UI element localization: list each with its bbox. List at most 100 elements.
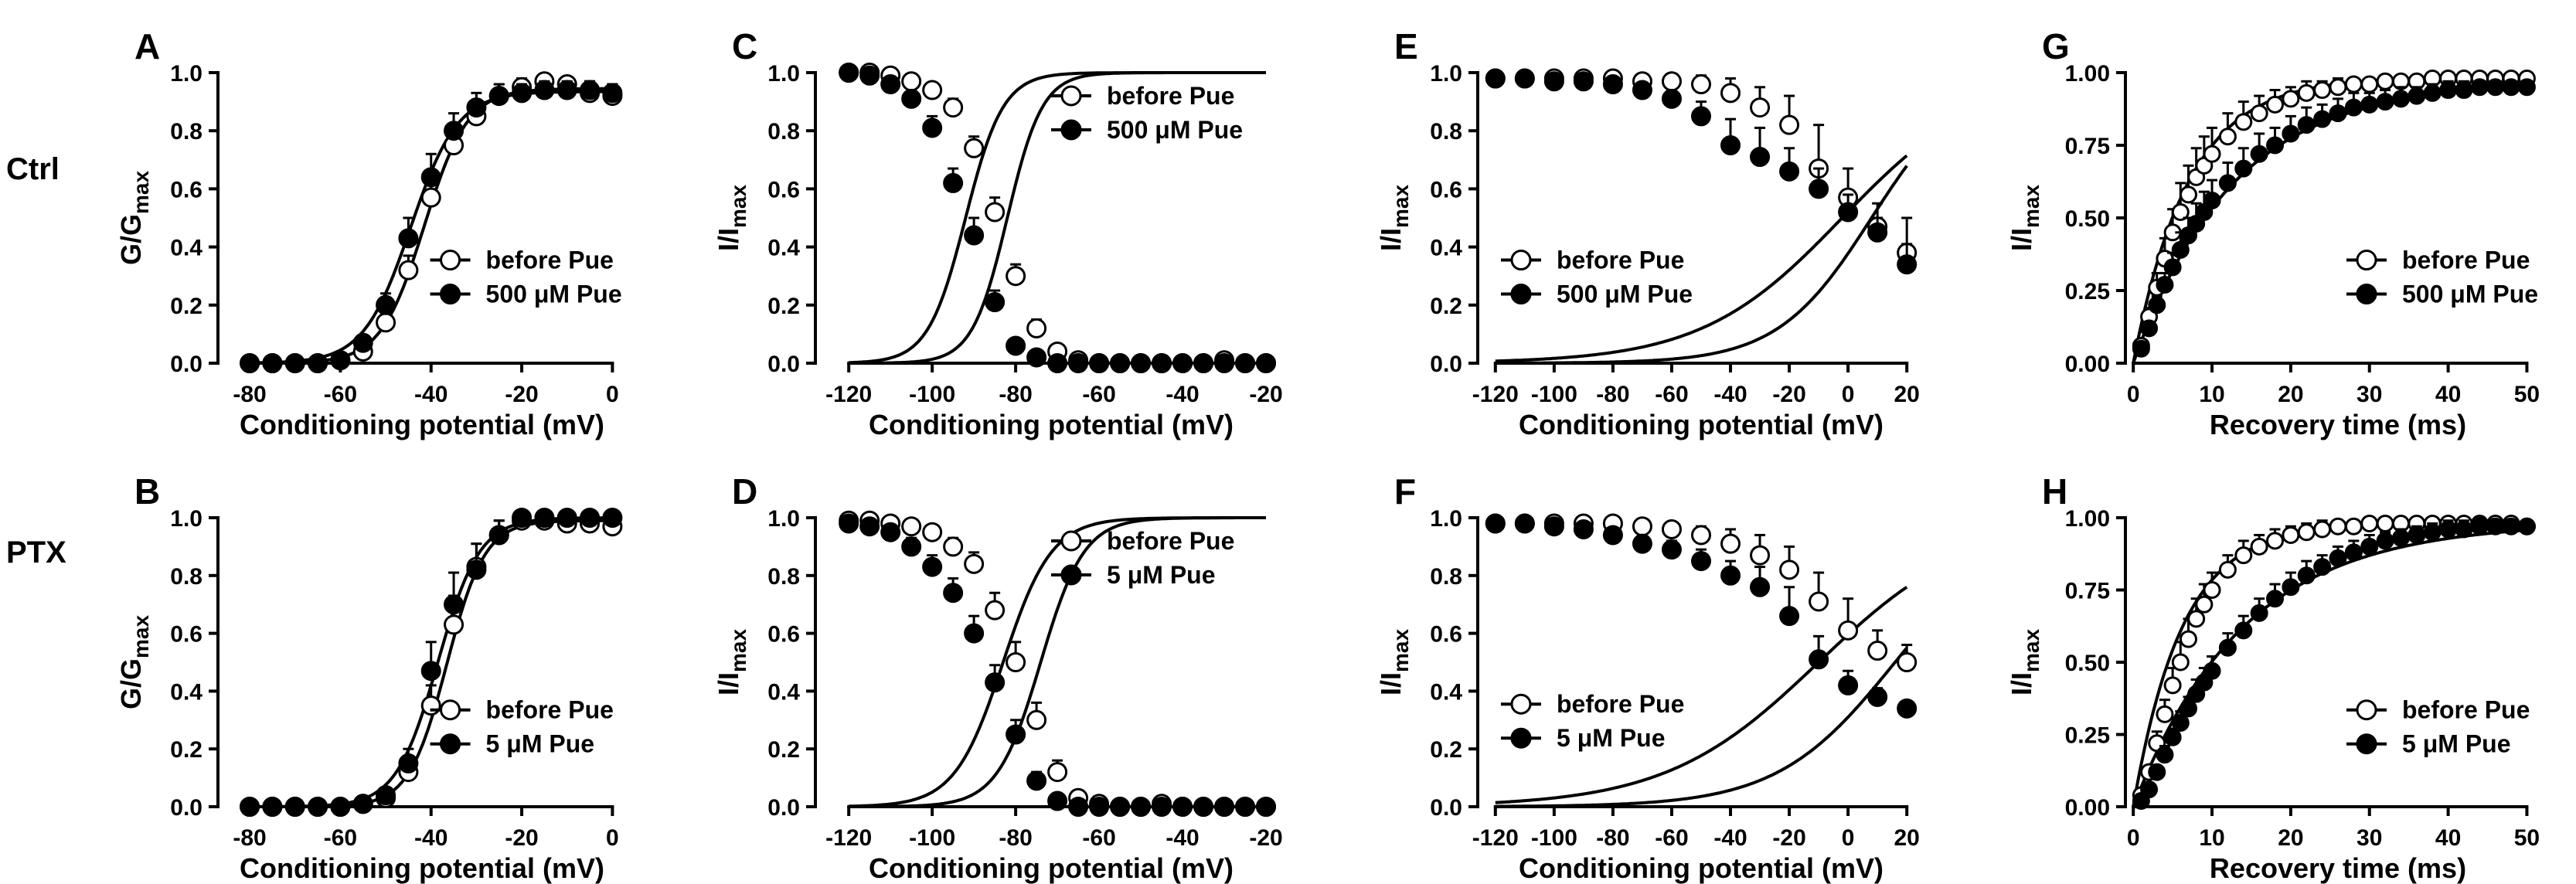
y-tick-label: 0.2 — [1430, 737, 1462, 763]
y-tick-label: 0.8 — [170, 119, 202, 144]
legend-label: before Pue — [486, 246, 614, 274]
data-point — [1779, 114, 1800, 135]
panel-b: B -80 -60 -40 -20 0 0.0 0.2 0.4 0.6 0.8 1.0 Conditio… — [115, 471, 623, 884]
data-point — [2179, 630, 2197, 648]
data-point — [2140, 319, 2159, 338]
data-point — [1897, 652, 1918, 672]
y-axis-label-sub: max — [2020, 185, 2043, 228]
y-axis-label: G/Gmax — [115, 615, 153, 709]
y-tick-label: 0.6 — [170, 177, 202, 202]
x-tick-label: -80 — [1596, 825, 1629, 851]
data-point — [602, 508, 623, 528]
fit-curve-pue — [1495, 154, 1908, 363]
x-tick-label: -20 — [1772, 382, 1805, 407]
legend-marker-filled — [440, 284, 461, 305]
x-axis-label: Conditioning potential (mV) — [1519, 409, 1884, 440]
data-point — [901, 516, 922, 537]
data-point — [240, 353, 260, 373]
data-point — [2313, 81, 2332, 100]
legend-marker-open — [1510, 250, 1532, 271]
data-point — [398, 753, 419, 774]
data-point — [1809, 178, 1829, 199]
x-tick-label: -120 — [825, 825, 872, 851]
panel-c: C -120 -100 -80 -60 -40 -20 0.0 0.2 0.4 0.6 0.8 1.0 C… — [713, 26, 1283, 440]
y-axis-label-sub: max — [727, 185, 750, 228]
data-point — [556, 508, 577, 528]
x-tick-label: -60 — [324, 825, 357, 851]
data-point — [1193, 353, 1214, 373]
x-tick-label: -40 — [1165, 382, 1199, 407]
panel-letter-b: B — [134, 471, 160, 512]
legend-label: 500 μM Pue — [2402, 280, 2538, 308]
data-point — [2360, 514, 2379, 532]
data-point — [2282, 578, 2300, 597]
data-point — [1750, 576, 1771, 597]
data-point — [2423, 83, 2442, 102]
data-point — [2250, 104, 2268, 123]
data-point — [2344, 543, 2363, 562]
y-axis-label-sub: max — [129, 171, 153, 214]
x-tick-label: 10 — [2199, 825, 2224, 851]
legend-marker-open — [2356, 699, 2377, 721]
data-point — [420, 695, 441, 716]
x-axis-label: Recovery time (ms) — [2210, 852, 2466, 884]
y-axis-label: I/Imax — [2006, 629, 2043, 695]
data-point — [2360, 75, 2379, 94]
y-tick-label: 1.0 — [1430, 506, 1462, 532]
y-axis-label-main: I/I — [2006, 672, 2037, 695]
legend-label: before Pue — [2402, 696, 2530, 724]
data-point — [466, 559, 487, 580]
data-point — [376, 785, 396, 806]
data-point — [1110, 353, 1131, 373]
data-point — [420, 187, 441, 208]
legend-marker-filled — [440, 733, 461, 755]
data-point — [2187, 610, 2206, 628]
legend-label: 500 μM Pue — [486, 280, 622, 308]
y-tick-label: 0.00 — [2065, 795, 2110, 821]
x-tick-label: 40 — [2435, 382, 2461, 407]
data-point — [2218, 174, 2237, 192]
legend-label: 5 μM Pue — [2402, 730, 2511, 758]
data-point — [2297, 116, 2316, 134]
legend-marker-filled — [1060, 564, 1082, 586]
data-point — [2344, 517, 2363, 536]
x-tick-label: -120 — [1472, 825, 1519, 851]
legend-label: 500 μM Pue — [1107, 116, 1243, 144]
data-point — [398, 228, 419, 249]
y-axis-label: I/Imax — [2006, 185, 2043, 251]
data-point — [2148, 296, 2166, 314]
x-tick-label: -60 — [324, 382, 357, 407]
y-tick-label: 0.2 — [170, 737, 202, 763]
data-point — [859, 65, 880, 86]
data-point — [1514, 513, 1535, 534]
y-tick-label: 0.2 — [170, 294, 202, 319]
series-pue — [1485, 513, 1918, 719]
legend-label: 5 μM Pue — [486, 730, 595, 758]
y-axis-label-main: I/I — [713, 672, 744, 695]
data-point — [1691, 106, 1711, 127]
data-point — [2329, 104, 2347, 123]
y-axis-label-main: I/I — [2006, 228, 2037, 251]
y-axis-label-main: I/I — [713, 228, 744, 251]
data-point — [2156, 275, 2174, 294]
data-point — [420, 167, 441, 188]
data-point — [2502, 78, 2520, 97]
data-point — [262, 797, 283, 817]
data-point — [1543, 516, 1564, 537]
data-point — [2329, 78, 2347, 97]
y-axis-label-main: G/G — [115, 658, 147, 709]
data-point — [1632, 80, 1652, 100]
legend-marker-filled — [1510, 284, 1532, 305]
x-tick-label: 0 — [1842, 825, 1855, 851]
data-point — [1485, 513, 1506, 534]
x-tick-label: -80 — [233, 382, 266, 407]
x-tick-label: -80 — [233, 825, 266, 851]
data-point — [2171, 202, 2190, 221]
data-point — [1026, 709, 1047, 730]
x-tick-label: 50 — [2514, 825, 2540, 851]
series-before-pue — [839, 63, 1277, 373]
data-point — [2218, 560, 2237, 579]
series-before-pue — [1485, 68, 1918, 264]
y-tick-label: 0.6 — [1430, 177, 1462, 202]
data-point — [352, 332, 373, 353]
